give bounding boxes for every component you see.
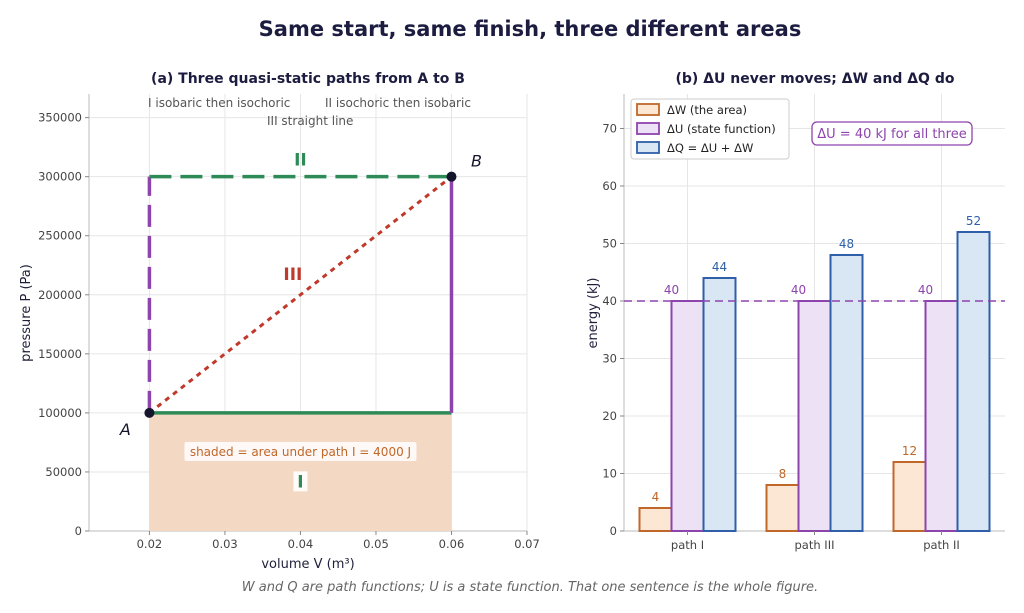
panel-b: (b) ΔU never moves; ΔW and ΔQ do 4404484… xyxy=(586,71,1005,552)
bar-value-label: 40 xyxy=(791,283,806,297)
bar-du xyxy=(670,300,705,532)
panel-a-ytick-label: 50000 xyxy=(45,465,82,479)
panel-b-category-label: path I xyxy=(671,538,704,552)
path-i-label-bg xyxy=(293,471,308,492)
panel-a-xtick-label: 0.02 xyxy=(137,537,163,551)
legend-swatch xyxy=(636,103,660,116)
legend-swatch xyxy=(636,122,660,135)
panel-a-xtick-label: 0.07 xyxy=(514,537,540,551)
panel-b-bars: 4 40 44 8 40 48 12 40 52 xyxy=(624,214,1005,532)
legend-entry: ΔU (state function) xyxy=(667,122,776,136)
panel-b-ytick-label: 30 xyxy=(602,352,617,366)
point-b xyxy=(446,171,457,182)
legend-path-ii: II isochoric then isobaric xyxy=(325,96,471,110)
panel-a-ytick-label: 150000 xyxy=(38,347,82,361)
panel-b-category-label: path II xyxy=(923,538,960,552)
shaded-area-label-bg xyxy=(184,442,417,462)
shaded-area-label: shaded = area under path I = 4000 J xyxy=(190,445,411,459)
panel-a-xtick-label: 0.05 xyxy=(363,537,389,551)
panel-a: (a) Three quasi-static paths from A to B… xyxy=(19,71,540,572)
bar-value-label: 40 xyxy=(664,283,679,297)
panel-b-ytick-label: 60 xyxy=(602,179,617,193)
path-iii-straight-line xyxy=(148,175,453,415)
legend-entry: ΔW (the area) xyxy=(667,103,747,117)
point-a xyxy=(144,407,155,418)
point-a-label: A xyxy=(119,420,131,439)
annotation-box xyxy=(811,121,973,146)
panel-a-xlabel: volume V (m³) xyxy=(261,557,354,572)
panel-a-ticks: 0.02 0.03 0.04 0.05 0.06 0.07 0 50000 100000 1500… xyxy=(38,111,540,551)
bar-dw xyxy=(638,507,673,532)
bar-dq xyxy=(702,277,737,532)
panel-b-ylabel: energy (kJ) xyxy=(586,278,601,349)
path-ii-label: II xyxy=(294,151,307,171)
bar-du xyxy=(797,300,832,532)
bar-dq xyxy=(956,231,991,532)
bar-value-label: 48 xyxy=(839,237,854,251)
legend-path-iii: III straight line xyxy=(267,114,353,128)
bar-value-label: 8 xyxy=(779,467,787,481)
panel-a-ytick-label: 350000 xyxy=(38,111,82,125)
panel-a-ytick-label: 250000 xyxy=(38,229,82,243)
figure-caption: W and Q are path functions; U is a state… xyxy=(242,580,818,595)
panel-a-xtick-label: 0.04 xyxy=(288,537,314,551)
legend-swatch xyxy=(636,141,660,154)
panel-a-ytick-label: 200000 xyxy=(38,288,82,302)
path-iii-label: III xyxy=(283,265,302,285)
panel-a-xtick-label: 0.03 xyxy=(212,537,238,551)
bar-dq xyxy=(829,254,864,532)
bar-value-label: 44 xyxy=(712,260,727,274)
legend-entry: ΔQ = ΔU + ΔW xyxy=(667,141,753,155)
panel-a-title: (a) Three quasi-static paths from A to B xyxy=(151,71,465,87)
legend-box xyxy=(630,98,790,160)
annotation-text: ΔU = 40 kJ for all three xyxy=(817,127,966,142)
panel-a-ylabel: pressure P (Pa) xyxy=(19,264,34,362)
bar-du xyxy=(924,300,959,532)
panel-b-ytick-label: 40 xyxy=(602,294,617,308)
panel-b-ytick-label: 20 xyxy=(602,409,617,423)
panel-b-ytick-label: 0 xyxy=(610,524,617,538)
panel-b-title: (b) ΔU never moves; ΔW and ΔQ do xyxy=(676,71,955,87)
legend-path-i: I isobaric then isochoric xyxy=(148,96,290,110)
panel-b-ytick-label: 10 xyxy=(602,467,617,481)
figure-title: Same start, same finish, three different… xyxy=(259,17,802,41)
panel-b-category-label: path III xyxy=(795,538,835,552)
panel-a-ytick-label: 0 xyxy=(75,524,82,538)
path-i-label: I xyxy=(297,472,303,492)
bar-value-label: 12 xyxy=(902,444,917,458)
panel-a-ytick-label: 100000 xyxy=(38,406,82,420)
panel-b-annotation: ΔU = 40 kJ for all three xyxy=(811,121,973,146)
panel-b-legend: ΔW (the area) ΔU (state function) ΔQ = ΔU … xyxy=(630,98,790,160)
panel-a-ytick-label: 300000 xyxy=(38,170,82,184)
panel-a-xtick-label: 0.06 xyxy=(439,537,465,551)
point-b-label: B xyxy=(471,152,482,171)
panel-b-ytick-label: 70 xyxy=(602,122,617,136)
panel-b-ticks: 0 10 20 30 40 50 60 70 path I path III path II xyxy=(602,122,959,553)
bar-dw xyxy=(892,461,927,532)
bar-value-label: 52 xyxy=(966,214,981,228)
bar-value-label: 40 xyxy=(918,283,933,297)
bar-dw xyxy=(765,484,800,532)
bar-value-label: 4 xyxy=(652,490,660,504)
panel-b-ytick-label: 50 xyxy=(602,237,617,251)
